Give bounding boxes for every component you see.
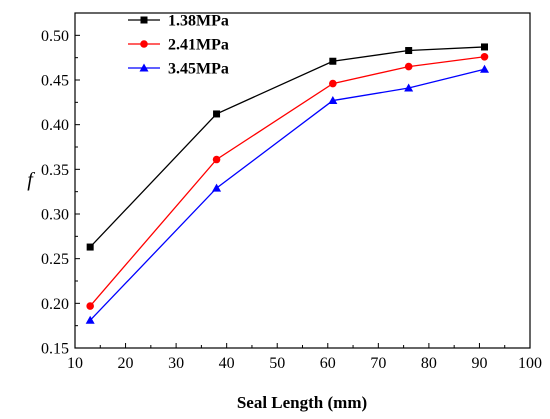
series-line-3 <box>89 68 485 321</box>
x-tick-label: 20 <box>118 355 134 372</box>
y-tick-label: 0.20 <box>41 296 69 313</box>
plot-frame <box>74 12 531 349</box>
data-point <box>86 302 94 310</box>
legend-label: 1.38MPa <box>168 13 229 30</box>
x-tick-label: 50 <box>269 355 285 372</box>
y-tick-label: 0.35 <box>41 162 69 179</box>
legend: 1.38MPa 2.41MPa 3.45MPa <box>128 13 229 78</box>
legend-label: 2.41MPa <box>168 37 229 54</box>
y-axis-label: f <box>27 169 35 191</box>
data-point <box>480 64 489 73</box>
y-tick-label: 0.30 <box>41 207 69 224</box>
data-point <box>405 47 413 55</box>
series-line-2 <box>89 56 485 307</box>
x-tick-label: 30 <box>168 355 184 372</box>
y-tick-label: 0.15 <box>41 341 69 358</box>
x-tick-label: 60 <box>320 355 336 372</box>
y-tick-label: 0.50 <box>41 28 69 45</box>
x-tick-label: 70 <box>370 355 386 372</box>
data-point <box>404 62 413 71</box>
legend-label: 3.45MPa <box>168 61 229 78</box>
data-point <box>328 96 338 105</box>
x-tick-label: 90 <box>471 355 487 372</box>
data-point <box>212 155 221 164</box>
data-point <box>404 83 414 92</box>
data-point <box>481 43 488 51</box>
series-line-1 <box>89 46 485 248</box>
x-tick-label: 40 <box>219 355 235 372</box>
legend-marker <box>140 16 148 24</box>
data-point <box>480 52 489 61</box>
axes-ticks: 10 20 30 40 50 60 70 80 90 100 0.15 0.20 0.25 0.30 0.3… <box>41 28 542 372</box>
legend-marker <box>140 40 148 48</box>
x-tick-label: 10 <box>67 355 83 372</box>
x-axis-label: Seal Length (mm) <box>237 393 367 412</box>
data-point <box>212 183 222 192</box>
data-point <box>86 243 94 251</box>
x-tick-label: 80 <box>421 355 437 372</box>
y-tick-label: 0.25 <box>41 251 69 268</box>
data-point <box>329 79 337 88</box>
data-point <box>213 110 221 118</box>
series-layer <box>85 43 489 324</box>
data-point <box>85 315 95 324</box>
y-tick-label: 0.45 <box>41 73 69 90</box>
y-tick-label: 0.40 <box>41 117 69 134</box>
legend-marker <box>139 63 149 72</box>
data-point <box>329 57 337 65</box>
x-tick-label: 100 <box>518 355 542 372</box>
